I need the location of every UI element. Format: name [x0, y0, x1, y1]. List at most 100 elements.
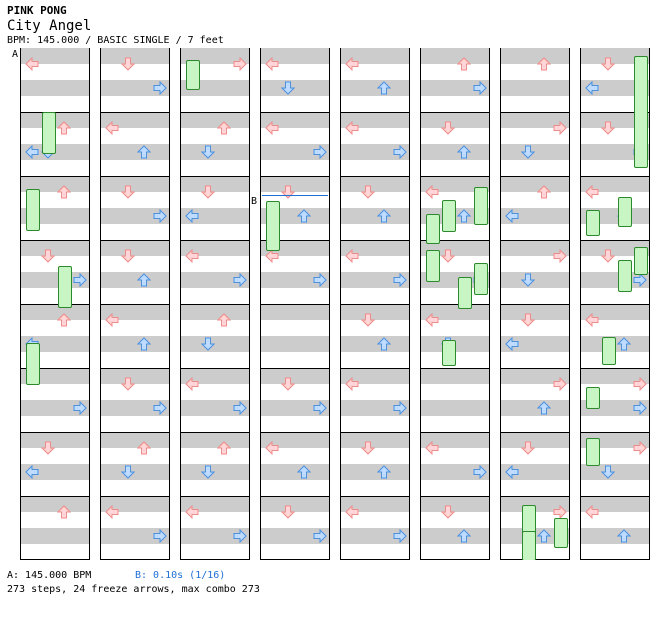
beat-band — [341, 368, 409, 384]
arrow-left-icon — [185, 208, 199, 224]
beat-band — [261, 368, 329, 384]
beat-band — [261, 48, 329, 64]
freeze-arrow — [426, 250, 440, 282]
beat-band — [421, 528, 489, 544]
arrow-down-icon — [200, 336, 216, 351]
beat-band — [21, 80, 89, 96]
measure-line — [341, 176, 409, 177]
measure-line — [101, 112, 169, 113]
arrow-right-icon — [313, 144, 327, 160]
beat-band — [261, 432, 329, 448]
beat-band — [501, 272, 569, 288]
arrow-left-icon — [105, 120, 119, 136]
arrow-up-icon — [136, 440, 152, 455]
beat-band — [181, 176, 249, 192]
beat-band — [501, 336, 569, 352]
measure-line — [341, 112, 409, 113]
beat-band — [341, 272, 409, 288]
beat-band — [501, 112, 569, 128]
beat-band — [21, 48, 89, 64]
arrow-right-icon — [313, 400, 327, 416]
column-bottom-line — [341, 559, 409, 560]
arrow-up-icon — [216, 440, 232, 455]
beat-band — [101, 496, 169, 512]
beat-band — [181, 528, 249, 544]
freeze-arrow — [426, 214, 440, 244]
chart-column — [100, 48, 170, 560]
marker-a: A — [12, 49, 19, 60]
beat-band — [181, 400, 249, 416]
beat-band — [501, 496, 569, 512]
measure-line — [421, 496, 489, 497]
beat-band — [261, 496, 329, 512]
beat-band — [181, 112, 249, 128]
arrow-down-icon — [280, 376, 296, 391]
freeze-arrow — [442, 200, 456, 232]
freeze-arrow — [26, 343, 40, 385]
freeze-arrow — [26, 189, 40, 231]
beat-band — [421, 144, 489, 160]
arrow-right-icon — [153, 400, 167, 416]
arrow-down-icon — [600, 56, 616, 71]
beat-band — [261, 272, 329, 288]
beat-band — [501, 80, 569, 96]
arrow-up-icon — [536, 56, 552, 71]
beat-band — [261, 112, 329, 128]
column-bottom-line — [21, 559, 89, 560]
beat-band — [341, 208, 409, 224]
beat-band — [581, 112, 649, 128]
beat-band — [21, 304, 89, 320]
arrow-up-icon — [136, 144, 152, 159]
beat-band — [181, 240, 249, 256]
measure-line — [421, 176, 489, 177]
beat-band — [261, 80, 329, 96]
measure-line — [341, 368, 409, 369]
measure-line — [501, 496, 569, 497]
beat-band — [21, 528, 89, 544]
arrow-down-icon — [280, 80, 296, 95]
measure-line — [101, 432, 169, 433]
chart-column — [20, 48, 90, 560]
beat-band — [501, 144, 569, 160]
freeze-arrow — [634, 56, 648, 168]
freeze-arrow — [186, 60, 200, 90]
beat-band — [341, 496, 409, 512]
beat-band — [341, 144, 409, 160]
beat-band — [21, 432, 89, 448]
column-bottom-line — [181, 559, 249, 560]
arrow-up-icon — [376, 336, 392, 351]
arrow-left-icon — [585, 184, 599, 200]
arrow-left-icon — [185, 376, 199, 392]
arrow-down-icon — [120, 56, 136, 71]
beat-band — [421, 80, 489, 96]
arrow-up-icon — [376, 208, 392, 223]
column-bottom-line — [581, 559, 649, 560]
chart-column — [340, 48, 410, 560]
beat-band — [181, 208, 249, 224]
arrow-right-icon — [393, 144, 407, 160]
artist-name: PINK PONG — [7, 4, 67, 17]
arrow-down-icon — [440, 504, 456, 519]
arrow-down-icon — [440, 248, 456, 263]
arrow-down-icon — [600, 248, 616, 263]
measure-line — [21, 432, 89, 433]
chart-column — [260, 48, 330, 560]
footer-bpm-line: A: 145.000 BPM B: 0.10s (1/16) — [7, 570, 225, 581]
arrow-down-icon — [360, 440, 376, 455]
beat-band — [581, 48, 649, 64]
arrow-down-icon — [520, 440, 536, 455]
freeze-arrow — [266, 201, 280, 251]
beat-band — [501, 208, 569, 224]
measure-line — [501, 304, 569, 305]
freeze-arrow — [522, 531, 536, 560]
arrow-left-icon — [505, 336, 519, 352]
beat-band — [581, 144, 649, 160]
arrow-up-icon — [56, 120, 72, 135]
arrow-up-icon — [376, 464, 392, 479]
beat-band — [421, 112, 489, 128]
beat-band — [101, 112, 169, 128]
beat-band — [581, 176, 649, 192]
measure-line — [261, 176, 329, 177]
arrow-down-icon — [40, 248, 56, 263]
arrow-up-icon — [616, 528, 632, 543]
